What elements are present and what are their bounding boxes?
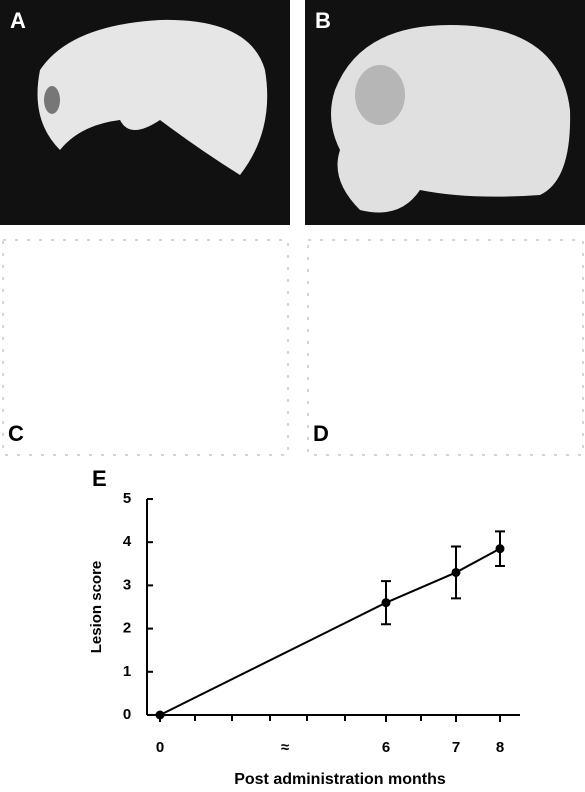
point	[496, 544, 505, 553]
lesion-b	[355, 65, 405, 125]
panel-label: C	[8, 421, 24, 446]
panel-d-image	[308, 240, 583, 455]
x-tick-label: 7	[452, 739, 460, 756]
y-tick-label: 2	[123, 620, 131, 637]
x-axis-title: Post administration months	[234, 771, 446, 788]
x-tick-label: 0	[156, 739, 164, 756]
panel-label: E	[92, 466, 107, 491]
line	[160, 549, 500, 715]
panel-c-image	[3, 240, 288, 455]
point	[382, 598, 391, 607]
panel-label: A	[10, 8, 26, 33]
y-axis-title: Lesion score	[88, 561, 105, 654]
x-tick-label: 6	[382, 739, 390, 756]
point	[156, 711, 165, 720]
y-tick-label: 4	[123, 533, 132, 550]
axis-break: ≈	[281, 739, 289, 756]
y-tick-label: 3	[123, 576, 131, 593]
lesion-a	[44, 86, 60, 114]
y-tick-label: 5	[123, 490, 131, 507]
y-tick-label: 0	[123, 706, 131, 723]
panel-label: B	[315, 8, 331, 33]
y-tick-label: 1	[123, 663, 131, 680]
panel-label: D	[313, 421, 329, 446]
x-tick-label: 8	[496, 739, 504, 756]
figure: A B C D E Post administration months Les…	[0, 0, 585, 792]
point	[452, 568, 461, 577]
